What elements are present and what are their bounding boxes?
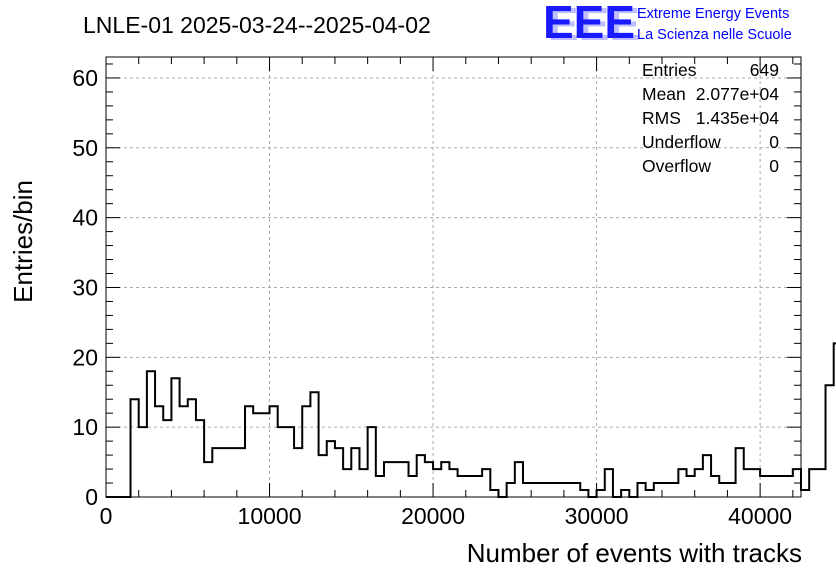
stats-value: 0 — [769, 156, 779, 176]
stats-value: 0 — [769, 132, 779, 152]
svg-text:EEE: EEE — [548, 0, 640, 50]
stats-value: 1.435e+04 — [696, 108, 779, 128]
x-axis-title: Number of events with tracks — [467, 538, 802, 568]
stats-label: RMS — [642, 108, 681, 128]
y-tick-label: 20 — [72, 344, 98, 370]
stats-value: 649 — [750, 60, 779, 80]
eee-logo-mark: EEE EEE — [543, 0, 640, 50]
x-tick-label: 20000 — [401, 503, 465, 529]
chart-title: LNLE-01 2025-03-24--2025-04-02 — [83, 12, 431, 38]
x-tick-labels: 0 10000 20000 30000 40000 — [100, 503, 793, 529]
y-tick-label: 40 — [72, 205, 98, 231]
stats-box: Entries 649 Mean 2.077e+04 RMS 1.435e+04 Under… — [642, 60, 779, 176]
stats-label: Underflow — [642, 132, 721, 152]
y-tick-label: 30 — [72, 274, 98, 300]
x-tick-label: 0 — [100, 503, 113, 529]
plot-frame — [105, 56, 802, 498]
stats-label: Mean — [642, 84, 686, 104]
stats-label: Overflow — [642, 156, 711, 176]
axis-ticks — [105, 57, 801, 498]
eee-logo: EEE EEE Extreme Energy Events La Scienza… — [543, 0, 792, 50]
y-tick-label: 50 — [72, 135, 98, 161]
logo-line-2: La Scienza nelle Scuole — [637, 27, 792, 43]
grid — [106, 57, 801, 497]
x-tick-label: 40000 — [728, 503, 792, 529]
y-tick-label: 10 — [72, 414, 98, 440]
x-tick-label: 10000 — [238, 503, 302, 529]
y-tick-labels: 0 10 20 30 40 50 60 — [72, 65, 98, 510]
logo-line-1: Extreme Energy Events — [637, 6, 789, 22]
stats-value: 2.077e+04 — [696, 84, 779, 104]
y-axis-title: Entries/bin — [8, 180, 38, 303]
stats-label: Entries — [642, 60, 697, 80]
svg-text:EEE: EEE — [543, 0, 635, 48]
x-tick-label: 30000 — [565, 503, 629, 529]
y-tick-label: 60 — [72, 65, 98, 91]
y-tick-label: 0 — [85, 484, 98, 510]
